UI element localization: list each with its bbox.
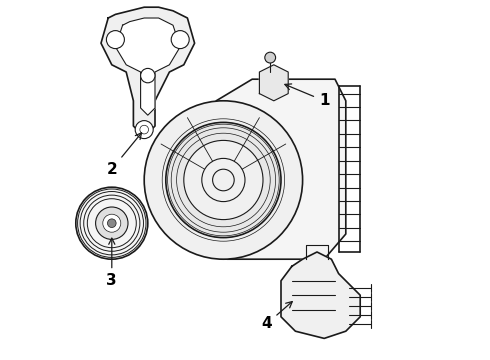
Text: 3: 3 bbox=[106, 238, 117, 288]
Circle shape bbox=[135, 121, 153, 139]
Circle shape bbox=[103, 214, 121, 232]
Circle shape bbox=[144, 101, 303, 259]
Polygon shape bbox=[101, 7, 195, 137]
Circle shape bbox=[171, 31, 189, 49]
Text: 4: 4 bbox=[261, 302, 292, 332]
Polygon shape bbox=[116, 18, 180, 115]
Polygon shape bbox=[259, 65, 288, 101]
Circle shape bbox=[106, 31, 124, 49]
Circle shape bbox=[265, 52, 275, 63]
Text: 1: 1 bbox=[285, 84, 329, 108]
Circle shape bbox=[107, 219, 116, 228]
Circle shape bbox=[96, 207, 128, 239]
Polygon shape bbox=[281, 252, 360, 338]
Circle shape bbox=[76, 187, 148, 259]
Polygon shape bbox=[216, 79, 346, 259]
Circle shape bbox=[141, 68, 155, 83]
Circle shape bbox=[166, 122, 281, 238]
Circle shape bbox=[184, 140, 263, 220]
Text: 2: 2 bbox=[106, 133, 142, 177]
